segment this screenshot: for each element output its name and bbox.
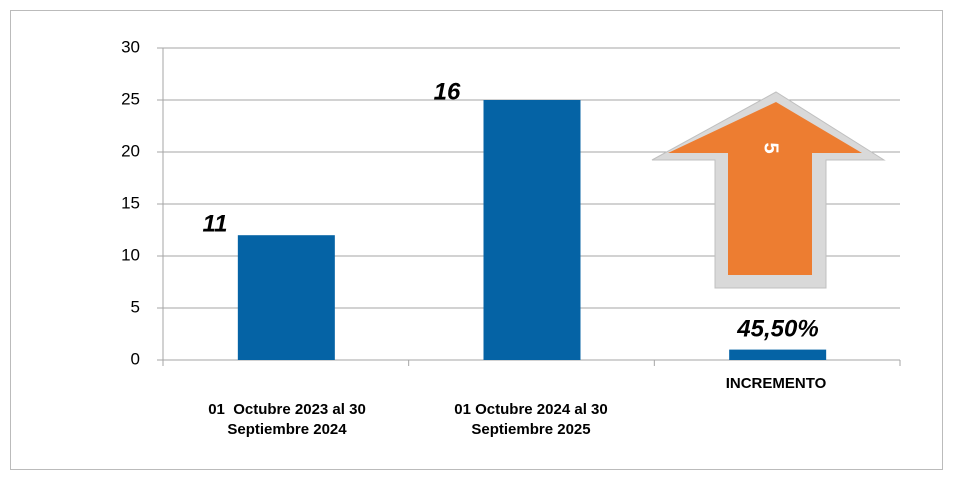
x-tick-label: 01 Octubre 2023 al 30 Septiembre 2024 [208, 401, 370, 438]
y-tick-label: 25 [121, 89, 140, 108]
annotation: 45,50% [736, 315, 818, 342]
annotation: 11 [203, 210, 228, 237]
x-tick-label: INCREMENTO [725, 375, 827, 392]
x-tick-label: 01 Octubre 2024 al 30 Septiembre 2025 [454, 401, 612, 438]
annotation: 16 [434, 78, 461, 105]
y-tick-label: 5 [131, 297, 140, 316]
y-tick-label: 0 [131, 349, 140, 368]
bar [483, 100, 581, 360]
y-tick-label: 20 [121, 141, 140, 160]
increase-arrow [651, 91, 886, 289]
y-tick-label: 10 [121, 245, 140, 264]
bar [729, 349, 827, 360]
y-tick-label: 15 [121, 193, 140, 212]
arrow-label: 5 [760, 142, 782, 153]
arrow-body [668, 102, 862, 275]
bar [237, 235, 335, 360]
y-tick-label: 30 [121, 37, 140, 56]
